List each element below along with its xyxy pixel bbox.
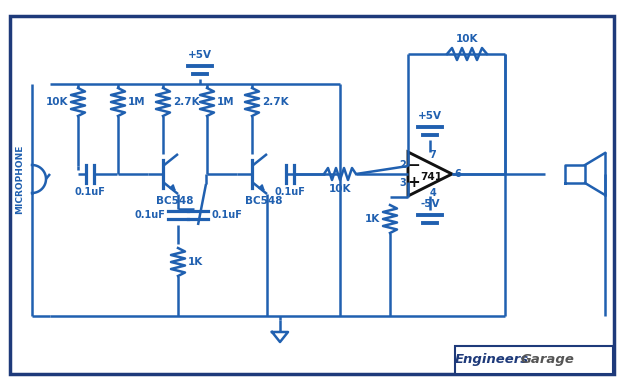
Text: 7: 7 [430, 150, 436, 160]
Text: -5V: -5V [420, 199, 440, 209]
Text: 1K: 1K [365, 214, 380, 224]
Text: 2.7K: 2.7K [262, 97, 289, 107]
Text: 0.1uF: 0.1uF [211, 210, 242, 220]
Text: +5V: +5V [418, 111, 442, 121]
Text: 10K: 10K [456, 34, 478, 44]
Text: 2.7K: 2.7K [173, 97, 200, 107]
Text: 0.1uF: 0.1uF [275, 187, 305, 197]
Bar [455, 346, 613, 374]
Text: −: − [407, 158, 421, 173]
Text: 4: 4 [430, 188, 436, 198]
Text: 741: 741 [420, 172, 442, 182]
Text: 10K: 10K [46, 97, 68, 107]
Text: 1K: 1K [188, 257, 203, 267]
Text: Garage: Garage [520, 354, 574, 366]
Text: BC548: BC548 [156, 196, 193, 206]
Text: 10K: 10K [329, 184, 351, 194]
Text: +: + [407, 175, 421, 190]
Text: 2: 2 [399, 160, 406, 170]
Text: 3: 3 [399, 178, 406, 188]
Text: 1M: 1M [217, 97, 235, 107]
Text: +5V: +5V [188, 50, 212, 60]
Text: 6: 6 [454, 169, 461, 179]
Text: 0.1uF: 0.1uF [134, 210, 165, 220]
Text: 0.1uF: 0.1uF [74, 187, 105, 197]
Text: 1M: 1M [128, 97, 145, 107]
Text: MICROPHONE: MICROPHONE [16, 144, 24, 214]
Text: Engineers: Engineers [455, 354, 529, 366]
Text: BC548: BC548 [245, 196, 283, 206]
